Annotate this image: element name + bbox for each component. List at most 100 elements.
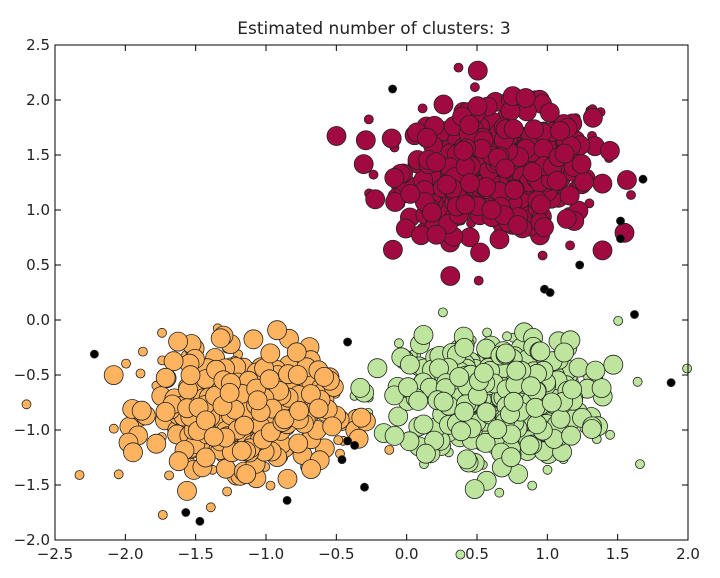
cluster-2-core-point	[501, 447, 522, 468]
cluster-2-core-point	[495, 343, 516, 364]
cluster-2-core-point	[475, 432, 496, 453]
cluster-2-core-point	[476, 402, 497, 423]
cluster-1-core-point	[433, 94, 454, 115]
cluster-3-border-point	[137, 346, 148, 357]
cluster-1-core-point	[467, 60, 488, 81]
noise-point	[282, 495, 292, 505]
cluster-2-core-point	[487, 419, 508, 440]
cluster-1-core-point	[421, 202, 442, 223]
noise-point	[90, 349, 99, 359]
cluster-3-core-point	[203, 426, 224, 447]
cluster-1-core-point	[384, 167, 405, 188]
cluster-2-core-point	[454, 401, 475, 422]
cluster-1-core-point	[385, 192, 406, 212]
cluster-2-border-point	[502, 331, 512, 342]
cluster-1-core-point	[355, 130, 376, 151]
y-tick-label: 2.0	[26, 91, 50, 109]
x-tick-label: 1.5	[606, 545, 630, 563]
cluster-2-core-point	[503, 391, 524, 412]
y-tick-label: −0.5	[14, 366, 50, 384]
cluster-2-core-point	[464, 479, 485, 500]
cluster-3-core-point	[308, 398, 329, 419]
cluster-1-core-point	[436, 174, 457, 195]
cluster-1-core-point	[559, 185, 580, 206]
cluster-1-core-point	[495, 158, 516, 179]
cluster-2-core-point	[581, 419, 602, 439]
cluster-3-border-point	[265, 480, 276, 491]
cluster-3-core-point	[288, 433, 309, 454]
scatter-points	[21, 60, 692, 560]
cluster-3-border-point	[108, 423, 119, 434]
cluster-2-core-point	[541, 392, 562, 413]
axes: −2.5 −2.0 −1.5 −1.0 −0.5 0.0 0.5 1.0 1.5 2.02.52.…	[14, 36, 700, 563]
cluster-3-border-point	[205, 502, 216, 513]
cluster-1-core-point	[481, 199, 502, 220]
cluster-3-border-point	[157, 327, 167, 338]
cluster-3-core-point	[277, 468, 298, 489]
cluster-2-core-point	[451, 421, 472, 442]
cluster-1-core-point	[440, 266, 461, 286]
cluster-1-core-point	[539, 102, 560, 123]
cluster-2-core-point	[433, 391, 454, 412]
cluster-2-core-point	[367, 358, 388, 379]
cluster-2-core-point	[530, 341, 551, 362]
cluster-3-core-point	[195, 447, 216, 468]
cluster-3-core-point	[103, 365, 124, 386]
noise-point	[545, 288, 555, 297]
noise-point	[666, 378, 676, 388]
cluster-1-core-point	[400, 183, 421, 204]
cluster-2-border-point	[393, 338, 404, 349]
x-tick-label: −0.5	[318, 545, 354, 563]
cluster-2-border-point	[542, 464, 553, 475]
cluster-1-core-point	[522, 162, 543, 183]
cluster-3-core-point	[234, 415, 255, 436]
cluster-3-border-point	[74, 470, 85, 480]
noise-point	[616, 234, 625, 244]
cluster-3-core-point	[314, 366, 335, 387]
cluster-2-border-point	[613, 315, 624, 326]
cluster-2-core-point	[562, 379, 582, 400]
cluster-3-core-point	[163, 351, 184, 372]
cluster-1-border-point	[417, 103, 428, 114]
cluster-1-core-point	[524, 119, 544, 140]
cluster-2-core-point	[408, 390, 429, 411]
cluster-2-core-point	[561, 425, 581, 446]
cluster-1-core-point	[382, 239, 403, 260]
cluster-2-core-point	[413, 325, 434, 345]
x-tick-label: −1.0	[248, 545, 284, 563]
y-tick-label: 2.5	[26, 36, 50, 54]
cluster-1-core-point	[583, 107, 603, 128]
cluster-3-core-point	[219, 382, 240, 403]
cluster-3-core-point	[247, 390, 268, 411]
cluster-1-core-point	[460, 173, 480, 194]
cluster-3-core-point	[180, 365, 201, 386]
cluster-1-core-point	[574, 171, 594, 192]
noise-point	[343, 436, 353, 446]
cluster-2-border-point	[455, 549, 466, 560]
cluster-1-core-point	[571, 153, 592, 174]
noise-point	[350, 440, 360, 450]
x-tick-label: −2.0	[107, 545, 143, 563]
x-tick-label: 2.0	[676, 545, 700, 563]
cluster-2-core-point	[585, 360, 606, 381]
noise-point	[388, 84, 398, 94]
cluster-1-core-point	[592, 240, 613, 261]
cluster-2-core-point	[415, 443, 436, 464]
cluster-3-core-point	[259, 369, 280, 390]
noise-point	[195, 516, 205, 526]
cluster-2-core-point	[521, 376, 541, 397]
cluster-3-border-point	[121, 358, 131, 369]
cluster-3-core-point	[286, 342, 307, 363]
cluster-2-border-point	[605, 429, 615, 440]
cluster-2-core-point	[554, 342, 574, 363]
cluster-3-border-point	[384, 444, 395, 455]
cluster-2-core-point	[449, 367, 470, 388]
cluster-1-core-point	[489, 229, 510, 250]
cluster-2-border-point	[482, 327, 493, 338]
cluster-2-border-point	[682, 363, 692, 374]
cluster-1-core-point	[550, 120, 570, 141]
cluster-3-border-point	[164, 470, 175, 481]
cluster-2-core-point	[473, 362, 494, 383]
cluster-3-core-point	[301, 459, 322, 480]
cluster-1-border-point	[473, 275, 484, 286]
